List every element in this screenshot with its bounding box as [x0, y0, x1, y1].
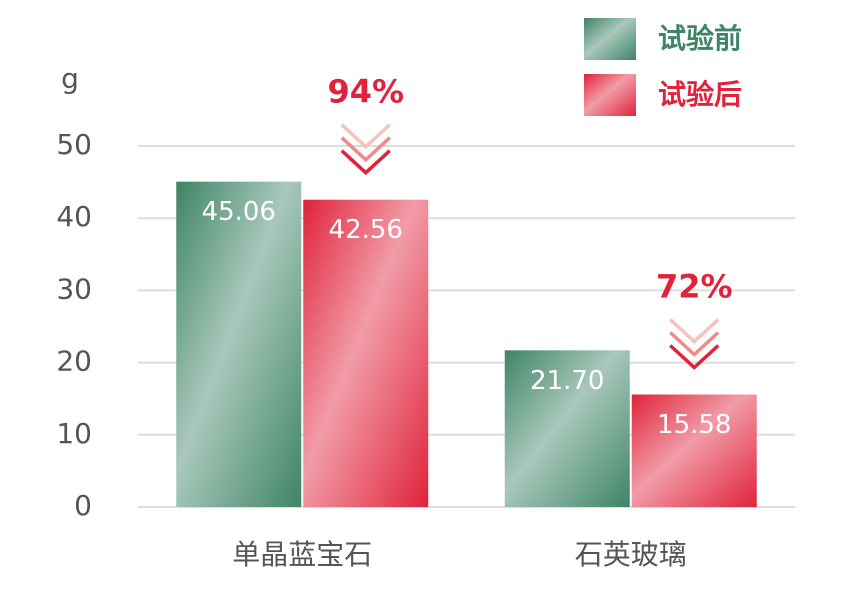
y-tick-label: 10 — [56, 417, 92, 450]
y-tick-label: 30 — [56, 272, 92, 305]
legend-swatch — [584, 74, 636, 116]
value-label: 45.06 — [202, 197, 276, 227]
bar — [176, 181, 302, 507]
y-tick-label: 50 — [56, 128, 92, 161]
value-label: 42.56 — [329, 215, 403, 245]
annotation: 94% — [327, 73, 404, 111]
x-tick-label: 石英玻璃 — [575, 538, 687, 571]
legend-label: 试验后 — [658, 78, 742, 111]
y-tick-label: 20 — [56, 345, 92, 378]
value-label: 15.58 — [657, 410, 731, 440]
x-tick-label: 单晶蓝宝石 — [232, 538, 372, 571]
chevron — [669, 344, 720, 370]
legend-swatch — [584, 18, 636, 60]
bar — [504, 350, 630, 507]
chevron — [669, 318, 720, 344]
chevron — [340, 136, 391, 163]
chevron — [669, 331, 720, 357]
y-tick-label: 40 — [56, 200, 92, 233]
y-tick-label: 0 — [74, 489, 92, 522]
bar — [631, 394, 757, 507]
y-unit: g — [61, 62, 79, 95]
value-label: 21.70 — [530, 366, 604, 396]
chevron — [340, 123, 391, 150]
chevron — [340, 149, 391, 176]
annotation: 72% — [656, 268, 733, 306]
bar — [303, 199, 429, 507]
legend-label: 试验前 — [658, 22, 742, 55]
